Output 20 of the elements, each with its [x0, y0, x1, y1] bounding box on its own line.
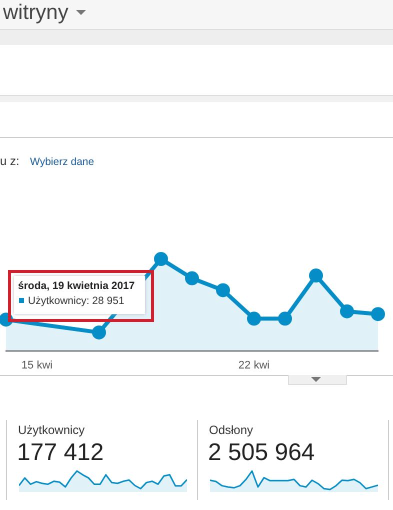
point [185, 271, 199, 286]
point [340, 304, 354, 318]
point [247, 312, 261, 326]
point [309, 268, 323, 283]
annotation: środa, 19 kwietnia 2017 [18, 280, 135, 292]
x-tick-label: 15 kwi [21, 359, 53, 372]
chart-title: Odsłony [209, 423, 254, 437]
point [278, 312, 292, 326]
chart-subtitle: 177 412 [17, 439, 104, 467]
annotation: Użytkownicy: 28 951 [28, 295, 124, 307]
point [371, 307, 385, 322]
chart-subtitle: 2 505 964 [208, 439, 315, 467]
text: Wybierz dane [30, 156, 94, 168]
text: u z: [0, 154, 20, 168]
x-tick-label: 22 kwi [238, 359, 270, 372]
chart-title: Użytkownicy [18, 423, 85, 437]
point [92, 325, 106, 340]
point [154, 252, 168, 266]
text: witryny [3, 1, 68, 25]
point [216, 283, 230, 298]
